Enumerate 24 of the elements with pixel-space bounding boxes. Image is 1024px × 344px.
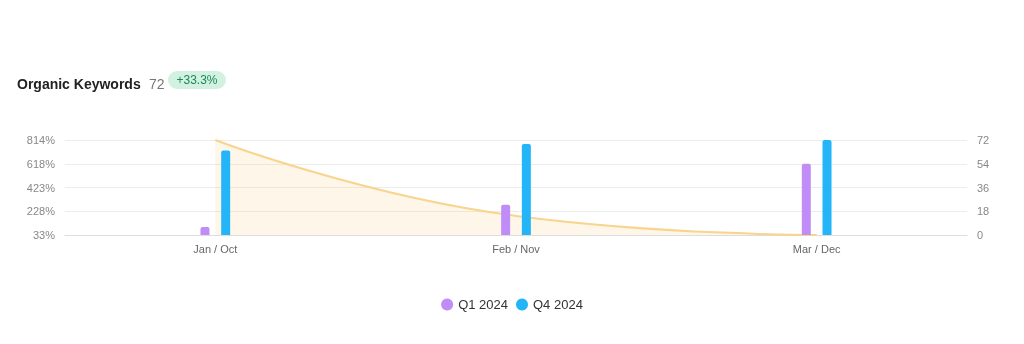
legend-label: Q1 2024 [458, 297, 508, 312]
bar [822, 140, 832, 235]
chart-subtitle: 72 [149, 76, 165, 92]
text: +33.3% [176, 73, 218, 87]
bar [501, 204, 511, 235]
legend-label: Q4 2024 [533, 297, 583, 312]
bar [521, 143, 531, 235]
y-tick-label: 33% [32, 229, 56, 241]
y-tick-label: 228% [26, 205, 56, 218]
y-tick-label: 423% [26, 181, 56, 194]
y2-tick-label: 72 [977, 134, 990, 146]
x-tick-label: Jan / Oct [193, 242, 238, 255]
y-tick-label: 814% [26, 134, 56, 146]
y-tick-label: 618% [26, 157, 56, 170]
bar [801, 163, 811, 235]
chart-title: Organic Keywords [17, 76, 141, 92]
y2-tick-label: 54 [977, 157, 990, 170]
y2-tick-label: 0 [977, 229, 984, 241]
bar [200, 227, 210, 235]
x-tick-label: Mar / Dec [792, 242, 841, 255]
y2-tick-label: 36 [977, 181, 990, 194]
bar [221, 150, 231, 235]
y2-tick-label: 18 [977, 205, 990, 218]
x-tick-label: Feb / Nov [492, 242, 541, 255]
